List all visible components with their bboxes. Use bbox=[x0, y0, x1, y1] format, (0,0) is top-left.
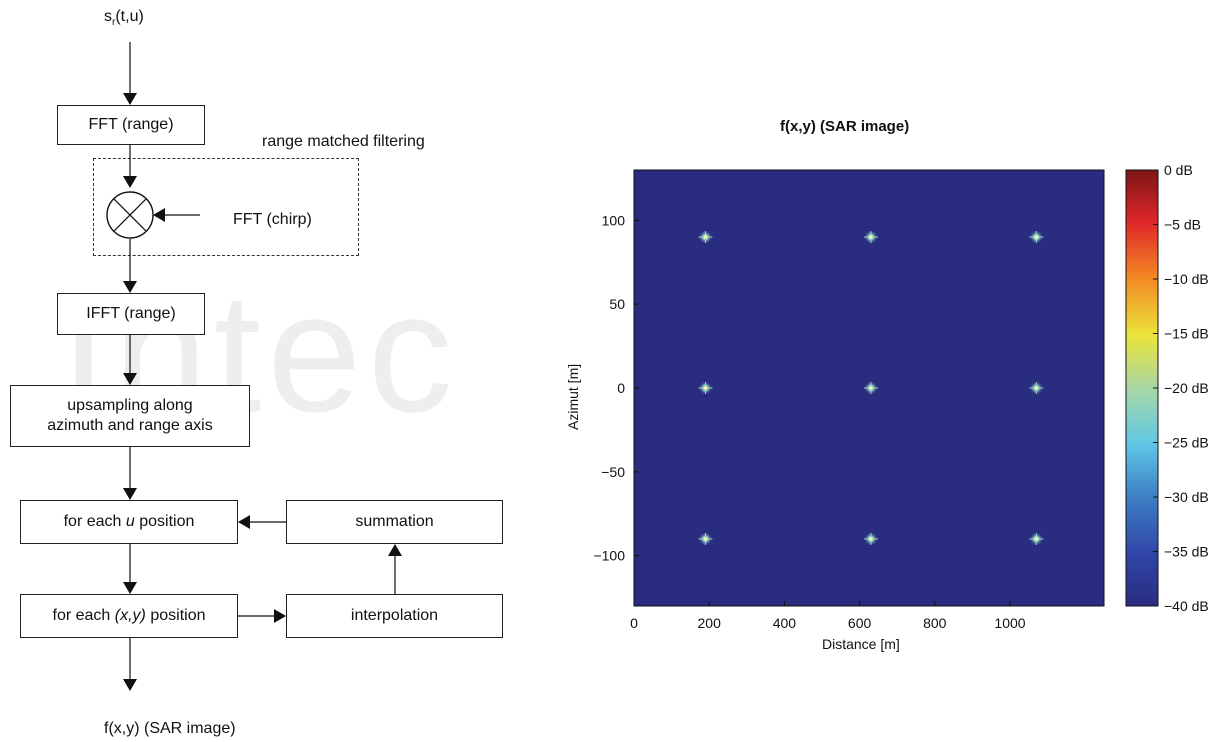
colorbar-label: −30 dB bbox=[1164, 489, 1209, 505]
target-point-glow bbox=[698, 230, 713, 245]
x-tick-label: 600 bbox=[848, 615, 872, 631]
y-tick-label: −50 bbox=[601, 464, 625, 480]
fft-chirp-label: FFT (chirp) bbox=[233, 211, 312, 228]
colorbar-label: −20 dB bbox=[1164, 380, 1209, 396]
y-tick-label: −100 bbox=[593, 548, 625, 564]
interpolation-box: interpolation bbox=[286, 594, 503, 638]
target-point bbox=[703, 235, 708, 239]
target-point-glow bbox=[698, 381, 713, 395]
x-tick-label: 1000 bbox=[994, 615, 1025, 631]
x-tick-label: 200 bbox=[698, 615, 722, 631]
matched-filter-label: range matched filtering bbox=[262, 133, 425, 150]
target-point bbox=[869, 537, 873, 541]
target-point-glow bbox=[863, 381, 878, 395]
for-each-xy-suffix: position bbox=[145, 607, 206, 624]
colorbar-label: −40 dB bbox=[1164, 598, 1209, 614]
upsampling-line-1: upsampling along bbox=[67, 397, 193, 414]
for-each-u-suffix: position bbox=[134, 513, 195, 530]
target-point-glow bbox=[863, 230, 878, 245]
output-label: f(x,y) (SAR image) bbox=[104, 720, 236, 737]
y-tick-label: 100 bbox=[602, 212, 626, 228]
target-point bbox=[703, 386, 708, 390]
colorbar bbox=[1125, 169, 1159, 607]
multiplier-icon bbox=[106, 191, 154, 239]
ifft-range-box: IFFT (range) bbox=[57, 293, 205, 335]
x-axis-label: Distance [m] bbox=[822, 636, 900, 652]
for-each-xy-var: (x,y) bbox=[114, 607, 146, 624]
input-args: (t,u) bbox=[115, 8, 144, 25]
target-point bbox=[869, 386, 873, 390]
target-point bbox=[1034, 386, 1038, 390]
upsampling-line-2: azimuth and range axis bbox=[47, 417, 213, 434]
plot-area bbox=[633, 169, 1105, 607]
for-each-u-var: u bbox=[125, 513, 135, 530]
for-each-u-prefix: for each bbox=[63, 513, 122, 530]
input-subscript: r bbox=[112, 17, 116, 29]
fft-range-box: FFT (range) bbox=[57, 105, 205, 145]
y-axis-label: Azimut [m] bbox=[565, 363, 581, 430]
for-each-xy-prefix: for each bbox=[52, 607, 111, 624]
target-point-glow bbox=[698, 531, 713, 546]
x-tick-label: 800 bbox=[923, 615, 947, 631]
y-tick-label: 0 bbox=[617, 380, 625, 396]
summation-box: summation bbox=[286, 500, 503, 544]
target-point-glow bbox=[1029, 531, 1044, 546]
target-point-glow bbox=[863, 531, 878, 546]
colorbar-label: −15 dB bbox=[1164, 326, 1209, 342]
colorbar-label: −5 dB bbox=[1164, 217, 1201, 233]
input-signal-label: sr(t,u) bbox=[104, 8, 144, 28]
x-tick-label: 400 bbox=[773, 615, 797, 631]
colorbar-label: −10 dB bbox=[1164, 271, 1209, 287]
target-point bbox=[1034, 235, 1038, 239]
target-point bbox=[869, 235, 873, 239]
for-each-u-box: for each u position bbox=[20, 500, 238, 544]
colorbar-label: 0 dB bbox=[1164, 162, 1193, 178]
target-point bbox=[1034, 537, 1038, 541]
flow-arrows bbox=[106, 42, 402, 691]
target-point bbox=[703, 537, 708, 541]
target-point-glow bbox=[1029, 230, 1044, 245]
matched-filter-region bbox=[93, 158, 359, 256]
chart-title: f(x,y) (SAR image) bbox=[780, 118, 910, 135]
for-each-xy-box: for each (x,y) position bbox=[20, 594, 238, 638]
colorbar-label: −35 dB bbox=[1164, 544, 1209, 560]
x-tick-label: 0 bbox=[630, 615, 638, 631]
colorbar-label: −25 dB bbox=[1164, 435, 1209, 451]
upsampling-box: upsampling along azimuth and range axis bbox=[10, 385, 250, 447]
target-point-glow bbox=[1029, 381, 1044, 395]
y-tick-label: 50 bbox=[609, 296, 625, 312]
input-symbol: s bbox=[104, 8, 112, 25]
